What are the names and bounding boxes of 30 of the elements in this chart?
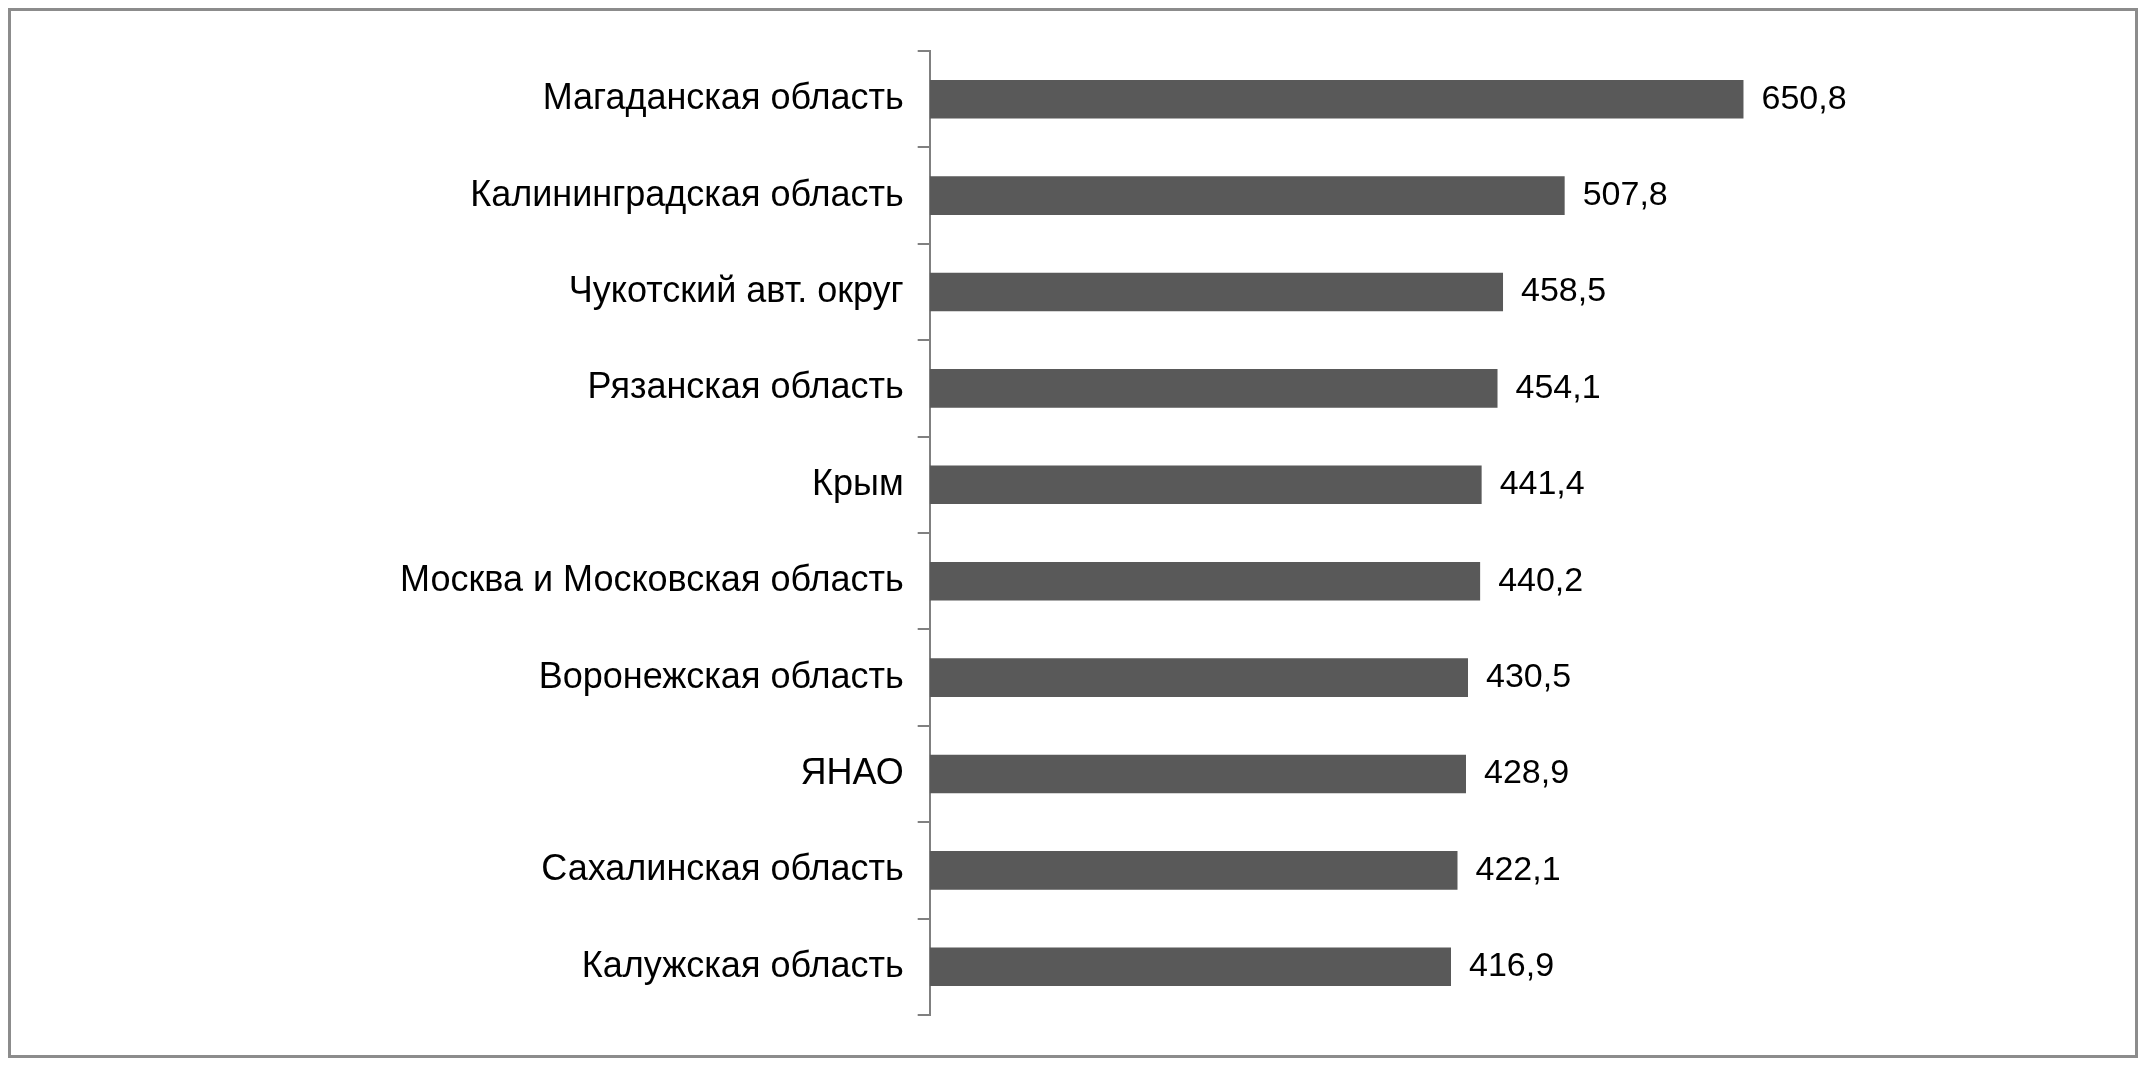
y-tick-label: Сахалинская область (541, 847, 904, 889)
y-tick-label: ЯНАО (800, 750, 904, 792)
y-tick-label: Чукотский авт. округ (568, 268, 904, 310)
y-tick-label: Москва и Московская область (400, 558, 904, 600)
data-label: 441,4 (1499, 463, 1585, 502)
bar (929, 272, 1504, 312)
data-label: 428,9 (1484, 752, 1570, 791)
bar (929, 465, 1482, 505)
y-tick-label: Крым (812, 461, 904, 503)
bar (929, 369, 1498, 408)
y-tick-label: Рязанская область (587, 365, 904, 407)
bar (929, 79, 1744, 119)
data-label: 454,1 (1515, 366, 1601, 405)
bar (929, 947, 1451, 987)
y-tick-label: Калининградская область (470, 172, 904, 214)
bar (929, 851, 1458, 890)
bar (929, 658, 1468, 697)
data-label: 650,8 (1761, 77, 1847, 116)
data-label: 430,5 (1486, 655, 1572, 694)
bar (929, 754, 1466, 794)
y-tick-label: Магаданская область (542, 76, 904, 118)
data-label: 507,8 (1582, 173, 1668, 212)
bar (929, 176, 1565, 215)
y-tick-label: Воронежская область (538, 654, 904, 696)
bar (929, 561, 1481, 601)
data-label: 422,1 (1475, 848, 1561, 887)
data-label: 440,2 (1498, 559, 1584, 598)
data-label: 458,5 (1521, 270, 1607, 309)
y-tick-label: Калужская область (581, 943, 904, 985)
data-label: 416,9 (1469, 945, 1555, 984)
